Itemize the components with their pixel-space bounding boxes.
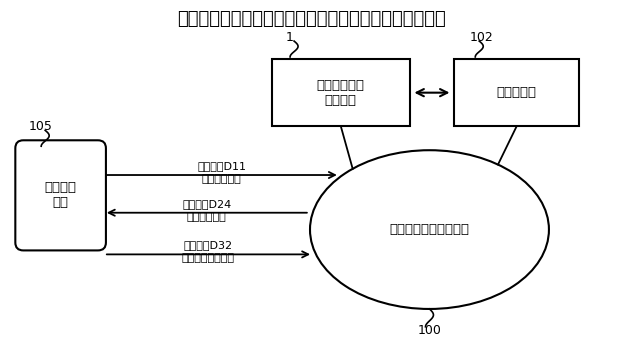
Text: 105: 105 xyxy=(28,120,52,133)
Text: 通知情報D24: 通知情報D24 xyxy=(182,199,231,209)
Text: 外部端末装置と設備機器との間で送受される情報の流れ: 外部端末装置と設備機器との間で送受される情報の流れ xyxy=(177,10,445,28)
Text: 設備機器管理システム: 設備機器管理システム xyxy=(389,223,470,236)
Text: 1: 1 xyxy=(286,30,294,44)
Text: 浴室暖房換気
乾燥装置: 浴室暖房換気 乾燥装置 xyxy=(317,79,365,107)
Text: 102: 102 xyxy=(469,30,493,44)
Text: 確認情報D32: 確認情報D32 xyxy=(184,240,233,251)
Bar xyxy=(272,59,409,126)
Text: 外部端末
装置: 外部端末 装置 xyxy=(45,181,77,209)
Text: （予約確認応答）: （予約確認応答） xyxy=(182,253,235,263)
FancyBboxPatch shape xyxy=(16,140,106,250)
Text: 主制御機器: 主制御機器 xyxy=(496,86,537,99)
Text: （運転予約）: （運転予約） xyxy=(202,174,242,184)
Text: （予約確認）: （予約確認） xyxy=(187,212,226,222)
Bar xyxy=(454,59,579,126)
Text: 指示情報D11: 指示情報D11 xyxy=(197,161,246,171)
Text: 100: 100 xyxy=(417,324,442,337)
